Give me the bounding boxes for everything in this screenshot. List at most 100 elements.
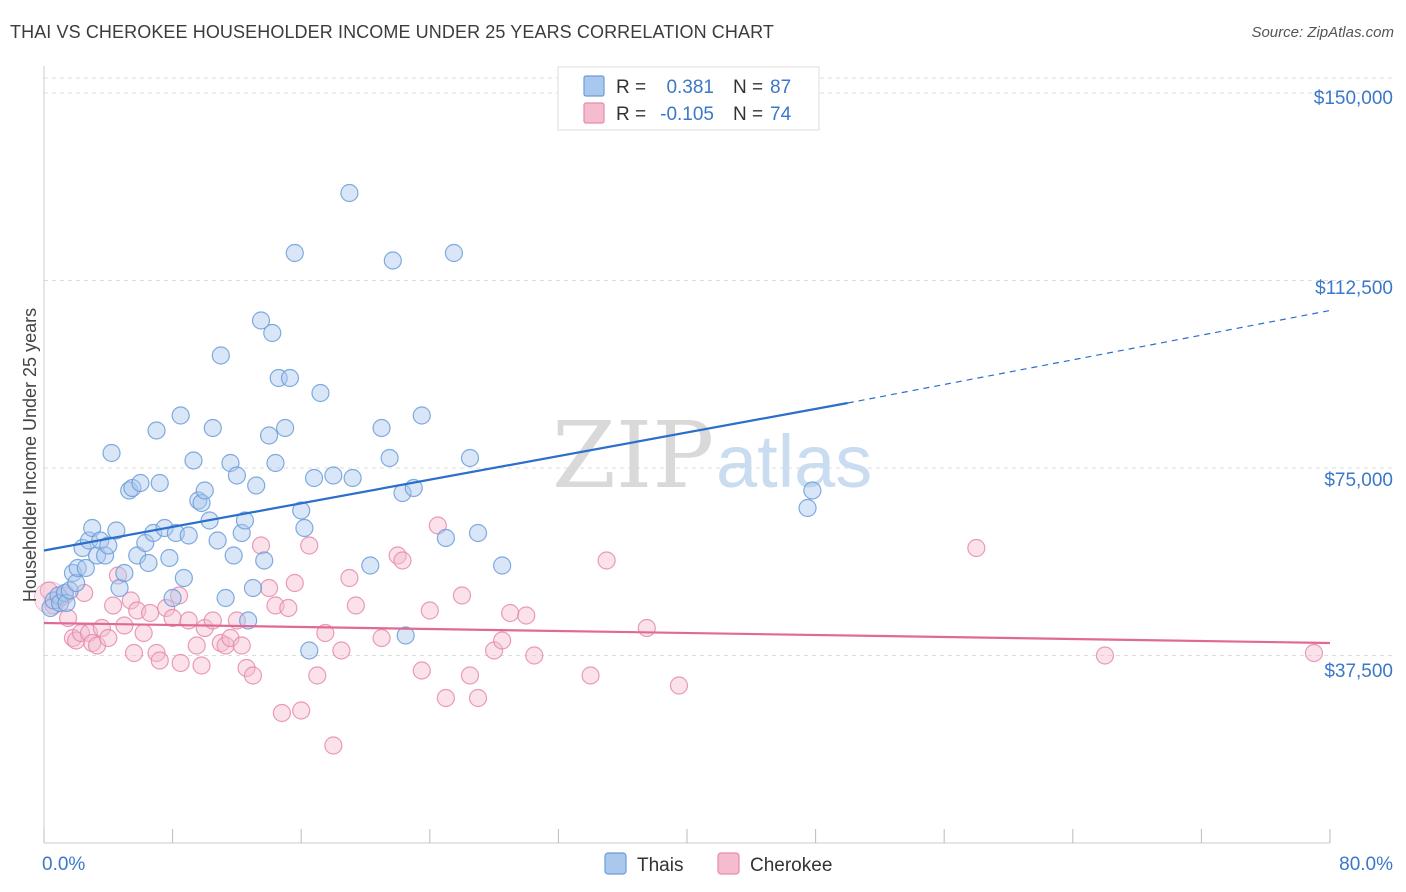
chart-source: Source: ZipAtlas.com [1251, 24, 1394, 41]
thai-point [150, 473, 169, 493]
thai-point [259, 426, 279, 445]
thai-point [343, 468, 362, 488]
legend-cherokee-n-label: N = [733, 104, 763, 125]
thai-point [266, 453, 285, 473]
cherokee-point [140, 603, 160, 623]
thai-point [285, 243, 304, 263]
thai-point [95, 546, 115, 565]
cherokee-point [372, 628, 391, 648]
thai-point [468, 523, 488, 543]
bottom-legend-swatch-cherokee [717, 852, 740, 875]
thai-point [160, 548, 179, 568]
thai-point [803, 481, 822, 500]
thai-point [436, 528, 455, 548]
cherokee-point [104, 596, 123, 615]
cherokee-point [272, 703, 292, 723]
thai-point [163, 588, 182, 608]
cherokee-point [192, 656, 211, 675]
thai-point [224, 546, 243, 565]
thai-point [139, 553, 158, 573]
cherokee-point [292, 701, 311, 720]
cherokee-point [332, 641, 351, 660]
cherokee-point [115, 616, 134, 635]
cherokee-point [517, 606, 536, 625]
cherokee-point [279, 598, 298, 618]
cherokee-point [121, 591, 140, 610]
thai-point [184, 451, 203, 470]
cherokee-point [259, 578, 279, 598]
thai-point [235, 511, 255, 530]
cherokee-point [393, 551, 412, 570]
cherokee-trendline [43, 621, 1331, 645]
thai-point [147, 421, 166, 440]
cherokee-point [525, 646, 544, 665]
thai-point [195, 481, 214, 500]
y-axis-label: Householder Income Under 25 years [20, 308, 40, 602]
cherokee-point [237, 658, 256, 678]
cherokee-point [157, 598, 176, 618]
y-tick-label: $75,000 [1324, 470, 1393, 491]
bottom-legend: Thais Cherokee [604, 852, 832, 876]
cherokee-point [637, 618, 656, 638]
cherokee-point [468, 688, 488, 708]
cherokee-point [967, 538, 986, 558]
thai-point [227, 466, 246, 485]
thai-point [243, 578, 263, 598]
cherokee-point [171, 653, 190, 673]
legend-box: R = 0.381 N = 87 R = -0.105 N = 74 [557, 66, 820, 131]
cherokee-point [211, 633, 230, 653]
thai-point [110, 578, 129, 598]
thai-point [361, 556, 380, 575]
y-tick-label: $150,000 [1314, 88, 1393, 109]
thai-point [380, 448, 399, 468]
legend-swatch-cherokee [583, 102, 605, 124]
cherokee-point [1304, 643, 1324, 663]
thai-point [292, 501, 311, 520]
cherokee-point [420, 601, 439, 620]
cherokee-point [179, 611, 198, 630]
thai-point [239, 611, 258, 630]
thai-point [798, 498, 817, 518]
legend-thai-r-value: 0.381 [666, 77, 714, 98]
bottom-legend-thai-label: Thais [637, 855, 683, 876]
thai-point [107, 521, 126, 540]
cherokee-point [388, 546, 407, 565]
x-tick-label-max: 80.0% [1339, 854, 1393, 875]
cherokee-point [316, 623, 335, 643]
cherokee-point [324, 736, 343, 755]
thai-point [304, 468, 324, 488]
thai-point [280, 368, 300, 388]
cherokee-point [1095, 646, 1115, 665]
legend-swatch-thai [583, 75, 605, 97]
cherokee-point [412, 661, 431, 680]
y-tick-label: $112,500 [1315, 278, 1393, 299]
cherokee-point [669, 676, 689, 695]
thai-point [247, 476, 266, 495]
thai-point [67, 573, 86, 593]
thai-point [179, 526, 198, 545]
thai-points [41, 183, 822, 660]
legend-cherokee-n-value: 74 [770, 104, 792, 125]
thai-point [251, 311, 271, 330]
thai-point [216, 588, 235, 608]
legend-cherokee-r-value: -0.105 [660, 104, 714, 125]
thai-point [412, 406, 431, 425]
thai-point [211, 346, 230, 365]
legend-cherokee-r-label: R = [616, 104, 646, 125]
thai-point [189, 491, 208, 510]
cherokee-point [99, 628, 118, 648]
thai-point [99, 536, 118, 555]
cherokee-point [597, 551, 616, 570]
watermark-atlas: atlas [716, 420, 872, 503]
cherokee-point [493, 631, 512, 650]
thai-point [372, 418, 391, 438]
cherokee-point [134, 623, 153, 643]
thai-point [171, 406, 190, 425]
watermark-zip: ZIP [552, 402, 714, 509]
cherokee-point [501, 603, 520, 623]
cherokee-point [187, 636, 206, 655]
cherokee-point [340, 568, 359, 588]
thai-point [60, 581, 79, 600]
thai-point [383, 251, 402, 270]
cherokee-point [232, 636, 251, 655]
